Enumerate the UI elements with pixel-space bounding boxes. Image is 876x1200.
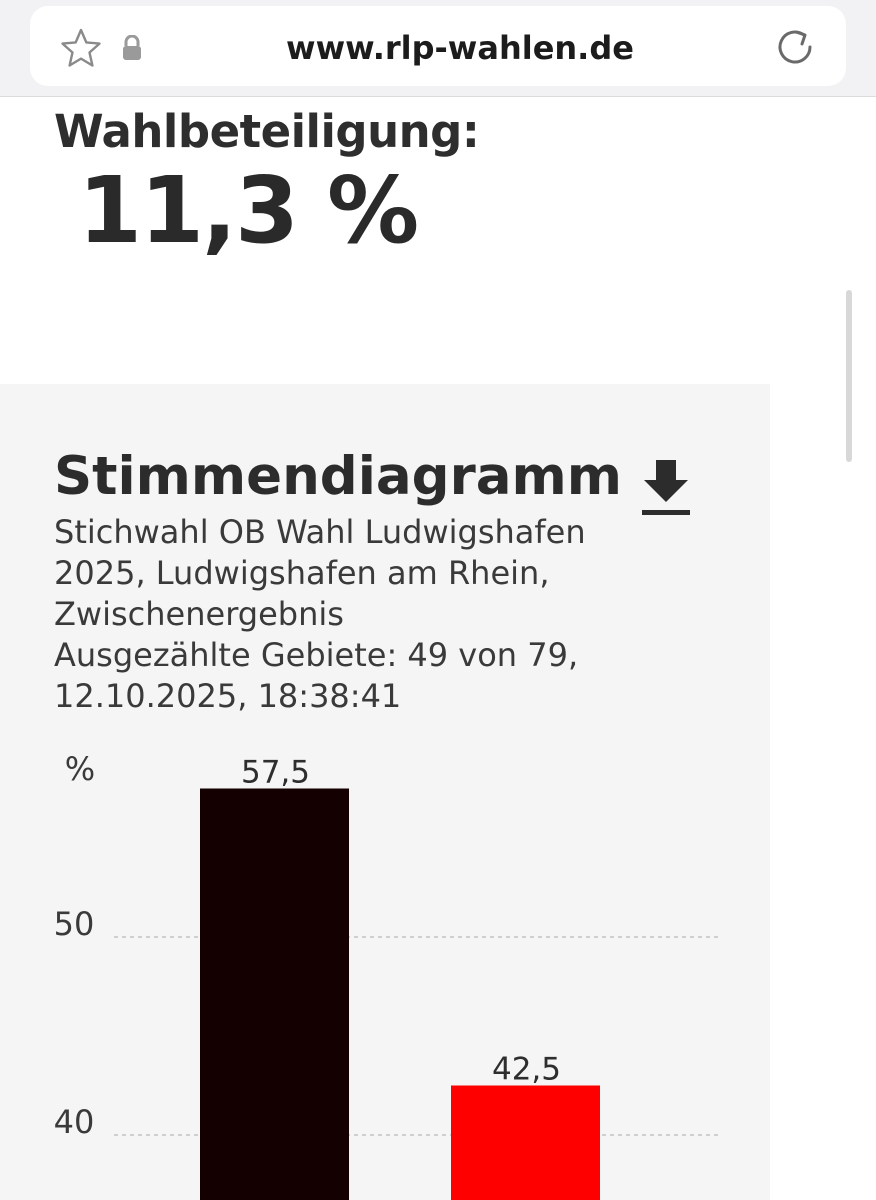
address-bar[interactable] [30, 6, 846, 86]
download-icon[interactable] [640, 458, 692, 518]
y-axis-unit-label: % [65, 750, 95, 788]
browser-toolbar: www.rlp-wahlen.de [0, 0, 876, 97]
bar-value-label: 57,5 [241, 755, 310, 791]
subtitle-line: Zwischenergebnis [54, 595, 344, 633]
turnout-label: Wahlbeteiligung: [54, 105, 480, 158]
subtitle-line: 2025, Ludwigshafen am Rhein, [54, 554, 550, 592]
reload-icon[interactable] [774, 26, 816, 68]
y-tick-label: 50 [54, 905, 95, 943]
subtitle-line: 12.10.2025, 18:38:41 [54, 677, 402, 715]
lock-icon [123, 35, 141, 60]
turnout-value: 11,3 % [78, 157, 419, 264]
page-scrollbar[interactable] [846, 290, 852, 462]
chart-title: Stimmendiagramm [54, 446, 622, 507]
chart-subtitle: Stichwahl OB Wahl Ludwigshafen 2025, Lud… [54, 512, 754, 717]
bookmark-star-icon[interactable] [60, 27, 102, 69]
chart-panel [0, 384, 770, 1200]
bar-value-label: 42,5 [492, 1052, 561, 1088]
bar-candidate-2 [451, 1085, 600, 1200]
subtitle-line: Stichwahl OB Wahl Ludwigshafen [54, 513, 586, 551]
url-text[interactable]: www.rlp-wahlen.de [286, 29, 634, 67]
subtitle-line: Ausgezählte Gebiete: 49 von 79, [54, 636, 579, 674]
bar-candidate-1 [200, 788, 349, 1200]
vote-bar-chart: % 50 40 57,5 42,5 [54, 750, 718, 1200]
y-tick-label: 40 [54, 1103, 95, 1141]
